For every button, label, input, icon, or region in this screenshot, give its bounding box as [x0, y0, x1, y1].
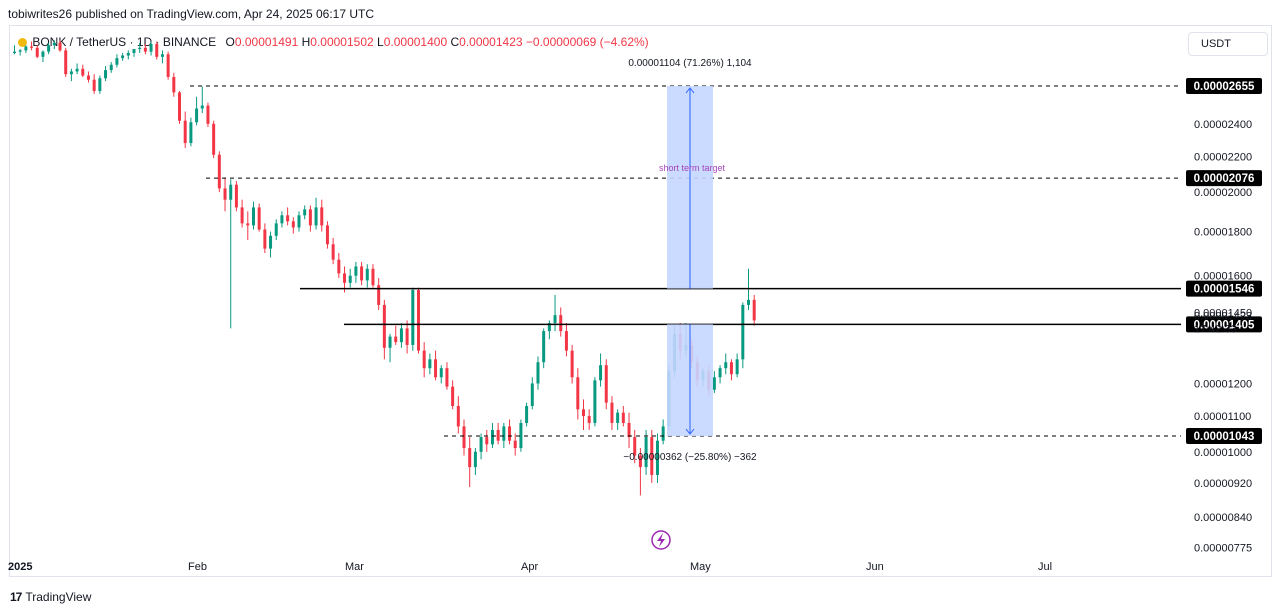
currency-selector[interactable]: USDT — [1188, 32, 1268, 56]
footer-brand[interactable]: TradingView — [25, 590, 92, 604]
open-label: O — [225, 35, 235, 49]
symbol-title[interactable]: BONK / TetherUS · 1D · BINANCE — [32, 35, 217, 49]
high-label: H — [301, 35, 311, 49]
high-value: 0.00001502 — [310, 35, 374, 49]
chart-frame — [9, 25, 1272, 577]
bonk-coin-icon — [18, 38, 27, 47]
close-label: C — [450, 35, 460, 49]
open-value: 0.00001491 — [234, 35, 299, 49]
footer: 17 TradingView — [10, 590, 91, 604]
publisher-line: tobiwrites26 published on TradingView.co… — [8, 7, 374, 21]
low-value: 0.00001400 — [383, 35, 448, 49]
low-label: L — [377, 35, 384, 49]
tradingview-logo-icon: 17 — [10, 590, 22, 604]
ohlc-legend: BONK / TetherUS · 1D · BINANCE O0.000014… — [18, 35, 649, 49]
close-value: 0.00001423 — [459, 35, 523, 49]
change-value: −0.00000069 (−4.62%) — [525, 35, 649, 49]
